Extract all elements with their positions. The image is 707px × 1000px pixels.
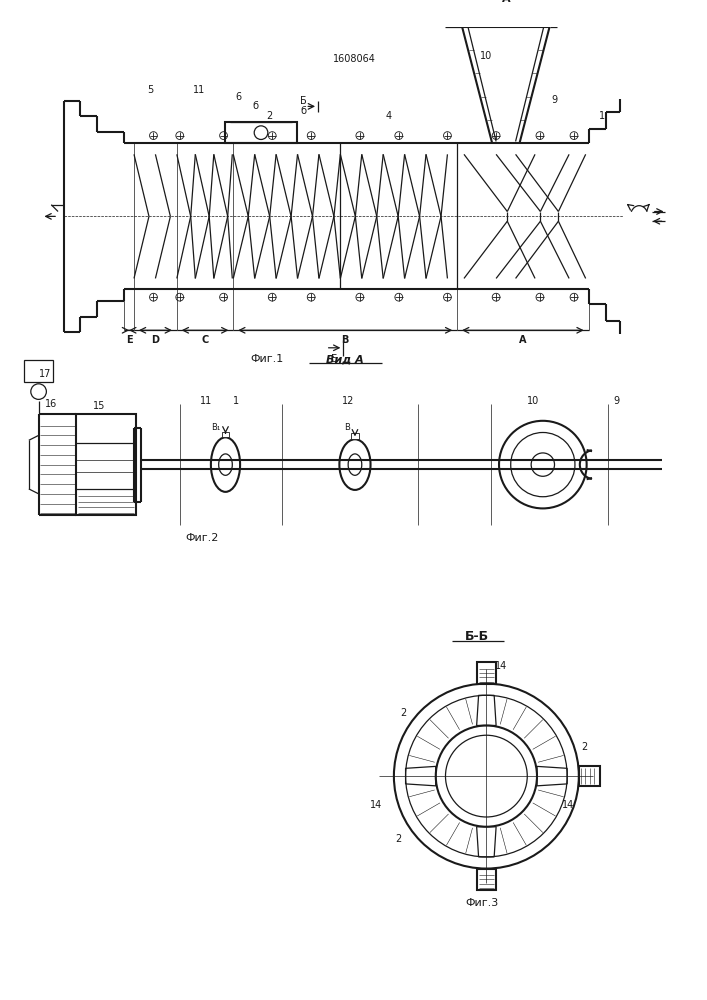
Text: Фиг.2: Фиг.2 (185, 533, 219, 543)
Text: Фиг.1: Фиг.1 (251, 354, 284, 364)
Text: 2: 2 (580, 742, 587, 752)
Text: E: E (126, 335, 132, 345)
Text: 17: 17 (39, 369, 52, 379)
Text: 15: 15 (93, 401, 105, 411)
Bar (477, 869, 496, 890)
Text: 9: 9 (614, 396, 620, 406)
Text: 5: 5 (148, 85, 153, 95)
Text: 1608064: 1608064 (332, 54, 375, 64)
Text: б: б (252, 101, 259, 111)
Text: 14: 14 (370, 800, 382, 810)
Bar (226, 122, 296, 143)
Text: 14: 14 (495, 661, 507, 671)
Text: Вид A: Вид A (327, 354, 364, 364)
Text: 2: 2 (400, 708, 407, 718)
Text: B₁: B₁ (211, 423, 221, 432)
Text: 10: 10 (527, 396, 539, 406)
Text: 1: 1 (599, 111, 605, 121)
Text: A: A (519, 335, 527, 345)
Text: 10: 10 (480, 51, 493, 61)
Text: 2: 2 (396, 834, 402, 844)
Bar (24, 360, 53, 382)
Text: 1: 1 (233, 396, 239, 406)
Text: B: B (341, 335, 349, 345)
Text: б: б (300, 106, 306, 116)
Bar (351, 433, 359, 439)
Text: Фиг.3: Фиг.3 (465, 898, 498, 908)
Text: 6: 6 (235, 92, 241, 102)
Text: Б: Б (331, 354, 338, 364)
Text: 9: 9 (551, 95, 558, 105)
Bar (579, 766, 600, 786)
Text: 4: 4 (386, 111, 392, 121)
Text: 14: 14 (562, 800, 574, 810)
Text: B: B (344, 423, 350, 432)
Text: 16: 16 (45, 399, 57, 409)
Text: Б-Б: Б-Б (464, 630, 489, 643)
Text: 12: 12 (342, 396, 354, 406)
Bar (477, 662, 496, 684)
Text: Б: Б (300, 96, 307, 106)
Bar (76, 414, 136, 515)
Text: A: A (501, 0, 510, 4)
Text: 2: 2 (266, 111, 272, 121)
Bar (221, 432, 229, 437)
Text: D: D (151, 335, 159, 345)
Text: 11: 11 (193, 85, 205, 95)
Text: 11: 11 (200, 396, 212, 406)
Text: C: C (201, 335, 209, 345)
